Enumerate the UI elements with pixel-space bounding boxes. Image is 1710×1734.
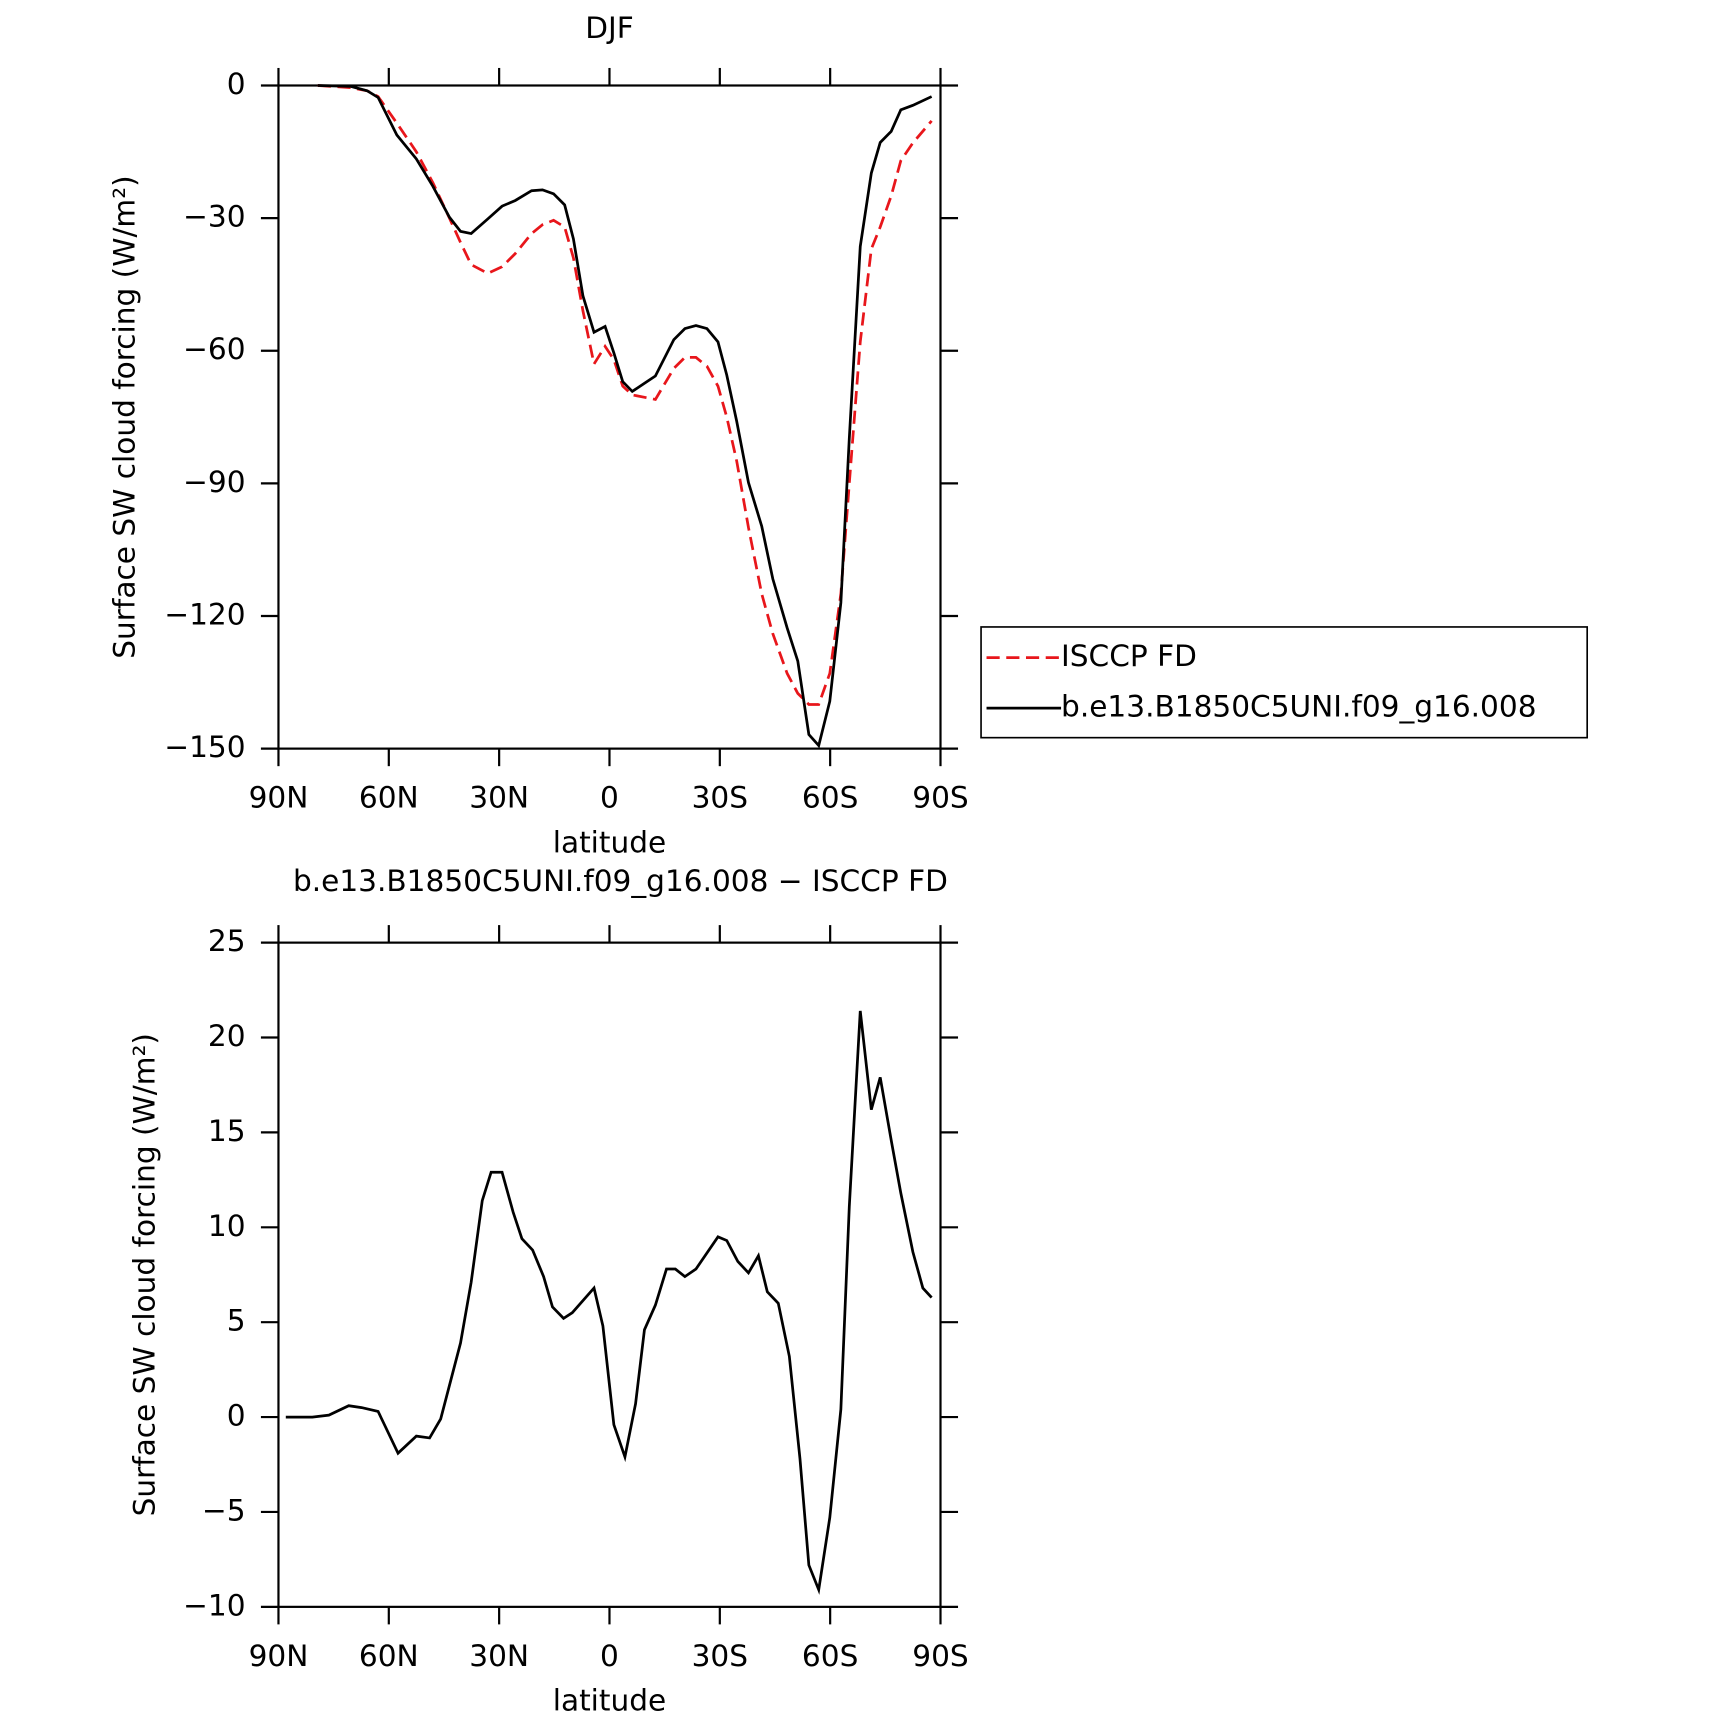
x-tick-label: 90S — [912, 1639, 968, 1673]
y-tick-label: −150 — [164, 730, 245, 764]
y-tick-label: 20 — [208, 1019, 246, 1053]
x-tick-label: 60N — [359, 1639, 419, 1673]
y-axis-label: Surface SW cloud forcing (W/m²) — [127, 1033, 161, 1516]
y-tick-label: 0 — [227, 67, 246, 101]
chart-title: DJF — [585, 11, 634, 45]
y-tick-label: 15 — [208, 1114, 246, 1148]
plot-frame — [277, 84, 942, 750]
x-axis-label: latitude — [553, 1684, 666, 1718]
x-tick-label: 30N — [469, 1639, 529, 1673]
plot-frame — [277, 941, 942, 1608]
y-tick-label: −90 — [183, 465, 245, 499]
y-tick-label: 5 — [227, 1304, 246, 1338]
x-tick-label: 90N — [249, 781, 309, 815]
x-tick-label: 0 — [600, 1639, 619, 1673]
x-tick-label: 30S — [692, 1639, 748, 1673]
x-tick-label: 0 — [600, 781, 619, 815]
x-tick-label: 30S — [692, 781, 748, 815]
x-tick-label: 60N — [359, 781, 419, 815]
legend-label: ISCCP FD — [1061, 639, 1197, 673]
series-line — [285, 1010, 933, 1595]
x-tick-label: 60S — [802, 1639, 858, 1673]
y-tick-label: 25 — [208, 924, 246, 958]
x-tick-label: 60S — [802, 781, 858, 815]
y-tick-label: −10 — [183, 1588, 245, 1622]
y-axis-label: Surface SW cloud forcing (W/m²) — [108, 175, 142, 658]
y-tick-label: 0 — [227, 1399, 246, 1433]
legend-label: b.e13.B1850C5UNI.f09_g16.008 — [1061, 690, 1536, 724]
y-tick-label: −30 — [183, 200, 245, 234]
x-tick-label: 30N — [469, 781, 529, 815]
legend-box — [980, 626, 1589, 739]
y-tick-label: 10 — [208, 1209, 246, 1243]
x-tick-label: 90S — [912, 781, 968, 815]
chart-title: b.e13.B1850C5UNI.f09_g16.008 − ISCCP FD — [293, 864, 948, 898]
y-tick-label: −120 — [164, 597, 245, 631]
y-tick-label: −5 — [202, 1493, 246, 1527]
series-line — [317, 84, 933, 749]
x-tick-label: 90N — [249, 1639, 309, 1673]
y-tick-label: −60 — [183, 332, 245, 366]
x-axis-label: latitude — [553, 825, 666, 859]
